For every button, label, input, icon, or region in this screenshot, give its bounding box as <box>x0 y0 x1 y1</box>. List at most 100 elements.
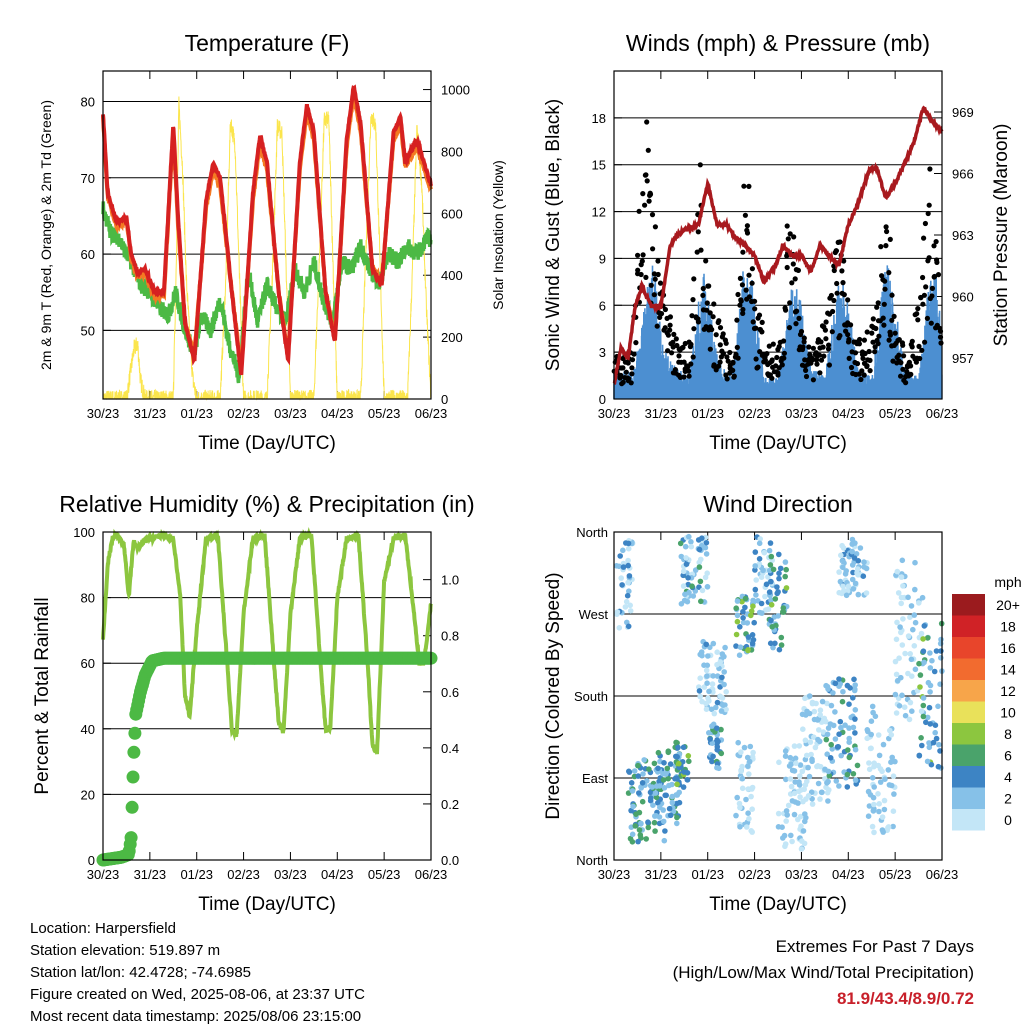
direction-point <box>649 784 655 790</box>
direction-point <box>680 744 687 751</box>
direction-point <box>780 609 787 615</box>
direction-tick-label: East <box>582 771 608 786</box>
direction-point <box>652 828 658 834</box>
direction-point <box>909 708 915 714</box>
gust-point <box>629 371 635 377</box>
direction-point <box>666 805 673 812</box>
direction-point <box>827 755 834 761</box>
direction-point <box>783 808 790 814</box>
gust-points <box>611 119 944 387</box>
direction-point <box>746 815 752 822</box>
direction-point <box>800 798 806 805</box>
gust-point <box>801 339 807 345</box>
winds-ytick-label: 6 <box>599 298 606 313</box>
direction-point <box>834 744 841 750</box>
direction-point <box>871 801 877 808</box>
direction-point <box>709 723 715 729</box>
gust-point <box>864 363 870 369</box>
direction-point <box>926 740 932 746</box>
direction-point <box>718 708 725 714</box>
direction-point <box>627 602 633 609</box>
speed-legend: mph 20+ 18 16 14 12 10 8 6 4 2 0 <box>952 574 1022 831</box>
gust-point <box>818 339 824 345</box>
direction-point <box>838 724 844 731</box>
speed-legend-swatch <box>952 723 985 745</box>
direction-point <box>714 725 720 731</box>
gust-point <box>882 278 888 284</box>
direction-point <box>806 773 813 780</box>
direction-point <box>623 598 630 605</box>
direction-point <box>877 779 884 785</box>
direction-point <box>912 619 919 626</box>
direction-point <box>926 744 933 751</box>
temp-2m-line <box>101 84 433 376</box>
gust-point <box>676 353 682 359</box>
direction-point <box>901 704 908 710</box>
direction-point <box>680 568 687 575</box>
direction-point <box>719 674 725 681</box>
gust-point <box>707 346 713 352</box>
direction-point <box>882 776 888 782</box>
gust-point <box>785 236 791 242</box>
direction-tick-label: North <box>576 525 608 540</box>
humidity-ytick-label: 80 <box>81 591 95 606</box>
gust-point <box>741 183 747 189</box>
direction-point <box>683 555 689 561</box>
direction-point <box>655 765 661 772</box>
direction-point <box>839 698 846 705</box>
gust-point <box>644 119 650 125</box>
gust-point <box>697 162 703 168</box>
direction-point <box>674 814 680 821</box>
speed-legend-swatch <box>952 594 985 616</box>
direction-point <box>713 704 719 711</box>
gust-point <box>631 351 637 357</box>
temperature-xtick-label: 01/23 <box>180 406 213 421</box>
direction-point <box>900 583 906 589</box>
gust-point <box>735 291 741 298</box>
gust-point <box>823 336 829 342</box>
direction-point <box>788 783 795 790</box>
direction-point <box>798 846 805 852</box>
direction-point <box>721 669 727 675</box>
direction-point <box>846 739 852 745</box>
gust-point <box>898 373 904 379</box>
gust-point <box>662 325 668 331</box>
direction-point <box>756 556 763 562</box>
direction-point <box>768 602 775 608</box>
direction-point <box>684 770 691 776</box>
direction-point <box>704 680 710 686</box>
direction-point <box>869 703 876 710</box>
direction-point <box>705 653 711 659</box>
gust-point <box>874 304 880 310</box>
direction-point <box>825 778 831 785</box>
humidity-frame <box>102 531 432 861</box>
direction-point <box>778 642 785 648</box>
direction-point <box>776 570 782 577</box>
temperature-y2tick-label: 400 <box>441 268 463 283</box>
direction-point <box>625 545 632 552</box>
gust-point <box>706 283 712 289</box>
gust-point <box>900 366 906 372</box>
direction-point <box>825 725 832 731</box>
gust-point <box>742 212 749 218</box>
humidity-xtick-label: 30/23 <box>87 867 120 882</box>
gust-point <box>618 372 624 378</box>
winds-frame <box>613 70 943 400</box>
direction-point <box>855 558 862 564</box>
direction-point <box>861 559 867 565</box>
direction-point <box>625 579 631 586</box>
direction-point <box>832 680 839 687</box>
direction-point <box>706 688 712 695</box>
gust-point <box>744 223 751 229</box>
pressure-line <box>612 105 944 386</box>
direction-point <box>780 835 786 841</box>
direction-point <box>936 741 942 748</box>
gust-point <box>727 349 733 356</box>
direction-point <box>703 667 710 674</box>
direction-point <box>707 736 713 742</box>
direction-point <box>674 775 680 782</box>
direction-point <box>916 660 922 667</box>
direction-point <box>766 589 773 595</box>
direction-point <box>709 681 716 687</box>
direction-point <box>714 661 720 668</box>
